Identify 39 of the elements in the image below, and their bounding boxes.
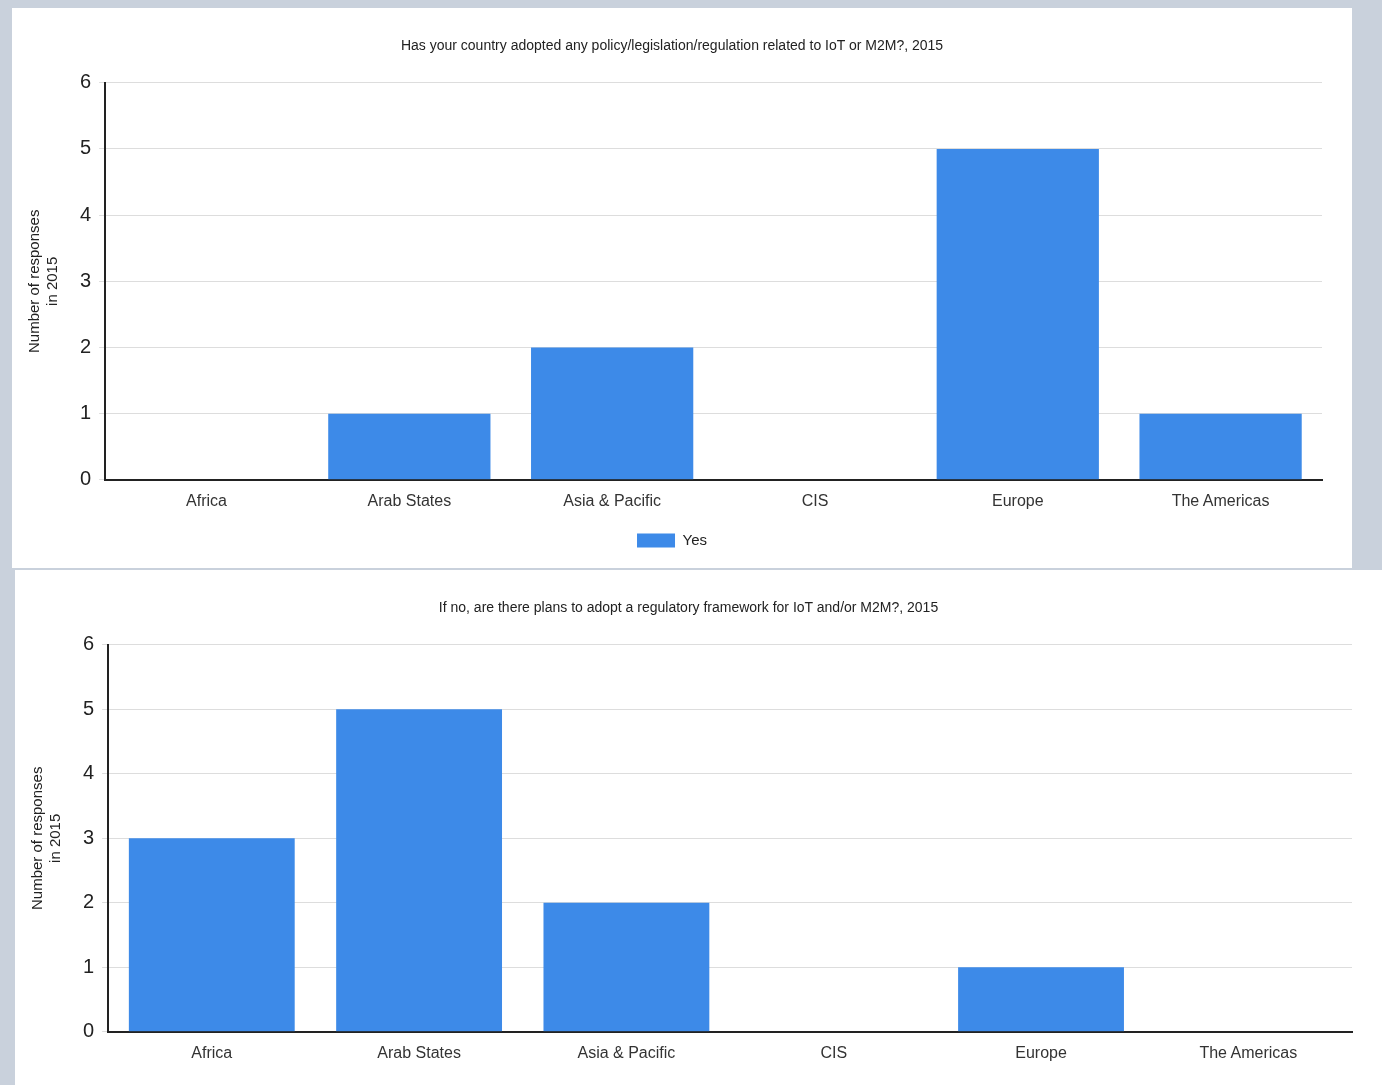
bar: [531, 347, 694, 480]
bar: [1139, 413, 1302, 480]
y-tick-label: 3: [83, 825, 95, 848]
y-axis-title: Number of responses in 2015: [28, 766, 64, 910]
legend-label: Yes: [682, 530, 707, 548]
x-tick-label: Arab States: [377, 1043, 461, 1061]
y-tick-label: 0: [83, 1019, 95, 1042]
x-tick-label: Africa: [191, 1043, 233, 1061]
y-tick-label: 5: [83, 696, 95, 719]
chart-title: Has your country adopted any policy/legislation/regulation related to IoT or M2M?, 2015: [400, 37, 944, 54]
bar: [543, 902, 710, 1032]
bar: [336, 709, 503, 1032]
y-tick-label: 2: [80, 334, 92, 357]
bar: [958, 967, 1124, 1032]
bar: [328, 413, 491, 480]
bar: [936, 148, 1099, 480]
chart-title: If no, are there plans to adopt a regulatory framework for IoT and/or M2M?, 2015: [438, 599, 939, 616]
y-tick-label: 4: [83, 761, 95, 784]
y-tick-label: 1: [80, 401, 92, 424]
x-tick-label: CIS: [801, 491, 829, 509]
x-tick-label: Africa: [186, 491, 228, 509]
y-tick-label: 6: [83, 632, 95, 655]
y-tick-label: 1: [83, 954, 95, 977]
x-tick-label: Europe: [991, 491, 1044, 509]
y-tick-label: 5: [80, 136, 92, 159]
y-tick-label: 4: [80, 202, 92, 225]
y-tick-label: 2: [83, 890, 95, 913]
x-tick-label: CIS: [820, 1043, 848, 1061]
y-tick-label: 3: [80, 268, 92, 291]
y-axis-title: Number of responses in 2015: [25, 209, 61, 353]
x-tick-label: Europe: [1015, 1043, 1067, 1061]
x-tick-label: The Americas: [1171, 491, 1270, 509]
y-tick-label: 0: [80, 467, 92, 490]
y-tick-label: 6: [80, 70, 92, 93]
bar: [128, 838, 295, 1032]
x-tick-label: Asia & Pacific: [563, 491, 662, 509]
x-tick-label: The Americas: [1199, 1043, 1298, 1061]
x-tick-label: Arab States: [367, 491, 452, 509]
x-tick-label: Asia & Pacific: [577, 1043, 676, 1061]
